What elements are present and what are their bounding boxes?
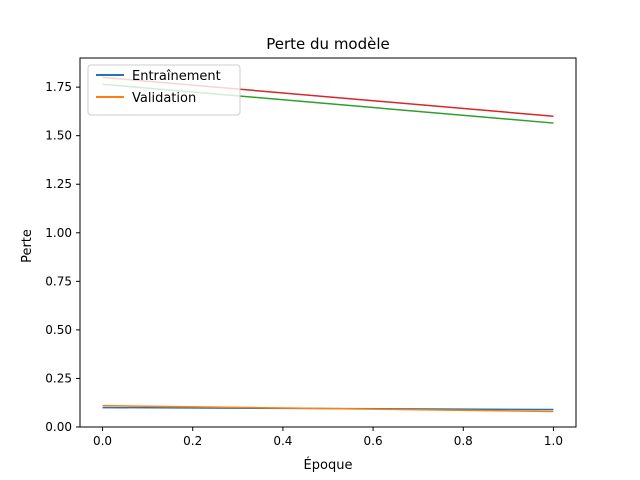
x-tick-label: 0.6 (364, 434, 383, 448)
x-axis-label: Époque (304, 457, 353, 473)
chart-legend: Entraînement Validation (87, 64, 241, 116)
y-tick-label: 0.00 (45, 420, 72, 434)
y-tick-label: 1.00 (45, 226, 72, 240)
legend-box (87, 64, 241, 116)
series-line-1 (102, 404, 554, 413)
x-tick-label: 1.0 (544, 434, 563, 448)
y-tick-label: 0.75 (45, 274, 72, 288)
x-tick-label: 0.4 (273, 434, 292, 448)
y-tick-label: 1.50 (45, 129, 72, 143)
y-tick-label: 0.50 (45, 323, 72, 337)
plot-frame (79, 57, 577, 428)
y-tick-label: 0.25 (45, 371, 72, 385)
y-axis-label: Perte (20, 229, 35, 263)
legend-label: Entraînement (132, 69, 221, 84)
y-tick-label: 1.25 (45, 177, 72, 191)
y-tick-label: 1.75 (45, 80, 72, 94)
x-axis-ticks: 0.0 0.2 0.4 0.6 0.8 1.0 (93, 427, 563, 448)
chart-title: Perte du modèle (266, 35, 390, 53)
legend-label: Validation (132, 91, 196, 106)
y-axis-ticks: 0.00 0.25 0.50 0.75 1.00 1.25 1.50 1.75 (45, 80, 80, 434)
x-tick-label: 0.2 (183, 434, 202, 448)
x-tick-label: 0.0 (93, 434, 112, 448)
x-tick-label: 0.8 (454, 434, 473, 448)
